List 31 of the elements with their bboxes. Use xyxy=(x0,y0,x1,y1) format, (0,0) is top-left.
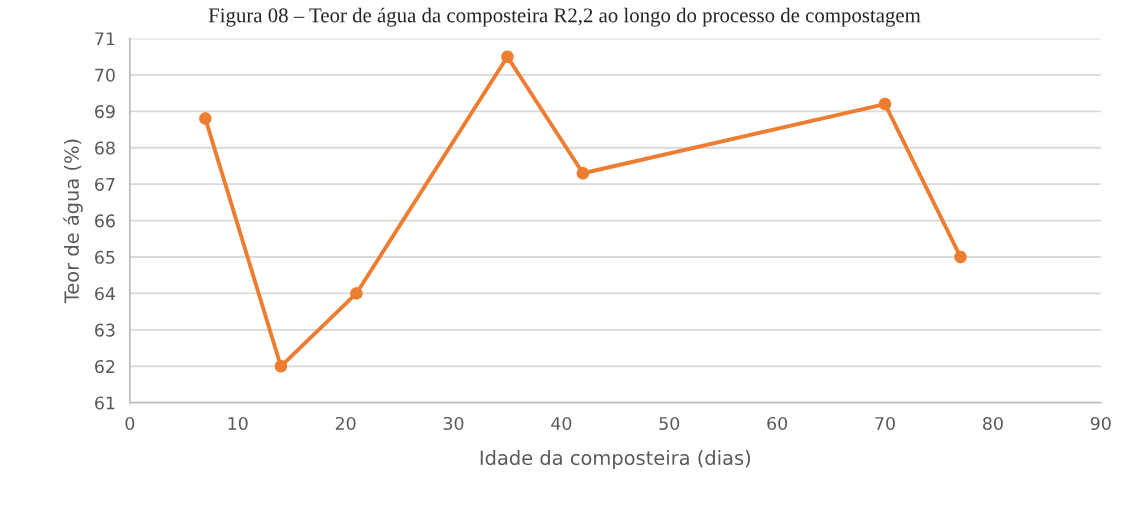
y-tick-label: 65 xyxy=(95,250,115,264)
x-axis-title: Idade da composteira (dias) xyxy=(480,450,751,469)
point xyxy=(576,166,590,180)
y-tick-label: 70 xyxy=(95,68,115,82)
y-tick-label: 66 xyxy=(95,214,115,228)
y-axis-title: Teor de água (%) xyxy=(63,139,83,304)
x-tick-label: 20 xyxy=(335,416,356,431)
point xyxy=(878,97,892,111)
point xyxy=(199,112,212,125)
y-tick-label: 61 xyxy=(95,396,115,410)
point xyxy=(274,360,288,373)
x-tick-label: 0 xyxy=(125,416,135,431)
x-tick-label: 60 xyxy=(767,416,788,431)
y-tick-label: 62 xyxy=(95,359,115,374)
y-tick-label: 64 xyxy=(95,287,115,301)
point xyxy=(954,250,967,264)
x-tick-label: 10 xyxy=(228,416,248,431)
chart-title: Figura 08 – Teor de água da composteira R2,2 ao longo do processo de compostagem xyxy=(208,7,921,27)
x-tick-label: 30 xyxy=(443,416,464,431)
x-tick-label: 80 xyxy=(983,416,1003,431)
y-tick-label: 69 xyxy=(95,105,115,119)
y-tick-label: 71 xyxy=(95,32,115,46)
y-tick-label: 68 xyxy=(95,141,115,155)
point xyxy=(350,287,363,300)
point xyxy=(501,50,514,63)
x-tick-label: 70 xyxy=(875,416,895,431)
x-tick-label: 50 xyxy=(659,416,680,431)
y-tick-label: 63 xyxy=(95,323,115,337)
x-tick-label: 90 xyxy=(1090,416,1111,431)
y-tick-label: 67 xyxy=(95,177,115,192)
x-tick-label: 40 xyxy=(551,416,572,431)
